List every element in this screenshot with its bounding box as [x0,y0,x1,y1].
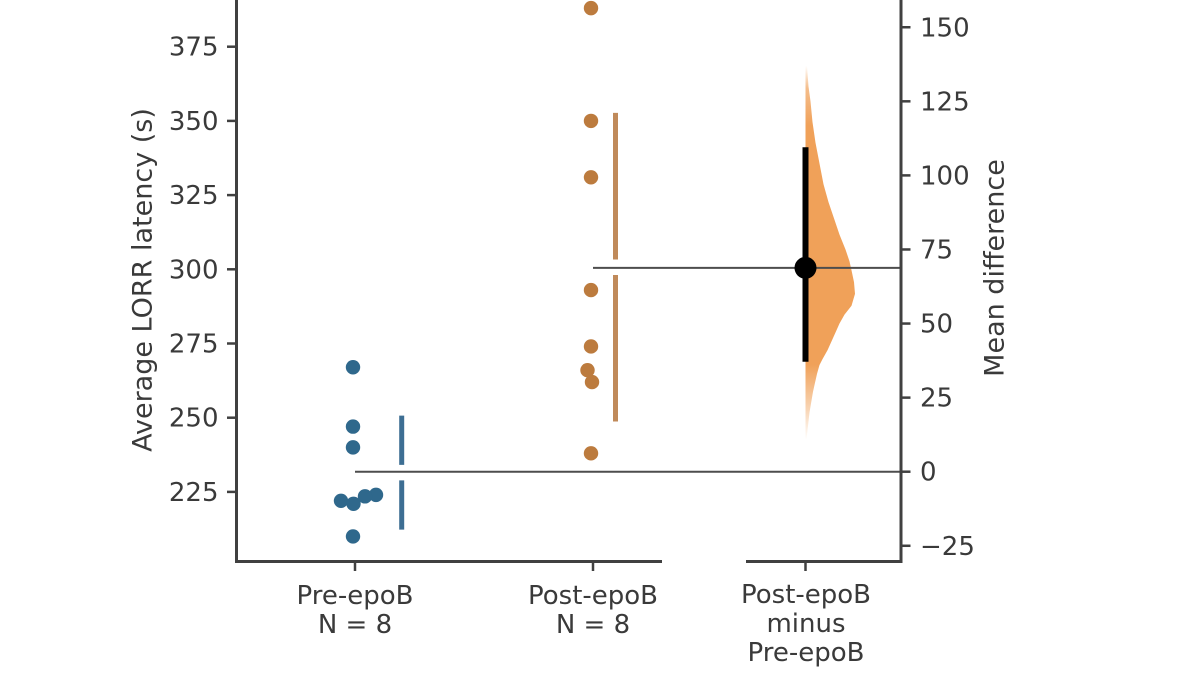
group-n-pre-epob: N = 8 [317,610,393,640]
right-axis-tick-label: 25 [920,384,953,414]
data-point-pre-epob [345,440,361,455]
data-point-post-epob [580,363,595,378]
left-axis-tick-label: 300 [169,255,219,285]
data-point-pre-epob [357,489,373,504]
group-label-pre-epob: Pre-epoB [296,581,414,611]
data-point-post-epob [583,113,599,129]
data-point-pre-epob [346,496,361,511]
difference-label-line3: Pre-epoB [747,638,865,668]
data-point-post-epob [583,446,599,461]
bootstrap-distribution-violin [805,65,855,440]
data-point-post-epob [583,0,599,16]
right-axis-tick-label: 150 [920,13,970,43]
data-point-pre-epob [345,360,361,375]
mean-difference-point [794,256,817,279]
difference-label-line2: minus [766,609,846,639]
right-axis-tick-label: 100 [920,161,970,191]
left-axis-tick-label: 350 [169,107,219,137]
right-axis-tick-label: 50 [920,310,953,340]
group-n-post-epob: N = 8 [555,610,631,640]
right-y-axis-title: Mean difference [979,159,1011,377]
right-axis-tick-label: −25 [920,532,975,562]
data-point-post-epob [583,170,599,185]
data-point-post-epob [584,374,600,390]
right-axis-tick-label: 75 [920,235,953,265]
data-point-pre-epob [345,419,361,434]
right-axis-tick-label: 0 [920,458,937,488]
right-axis-tick-label: 125 [920,87,970,117]
data-point-post-epob [583,282,599,298]
left-axis-tick-label: 250 [169,404,219,434]
group-label-post-epob: Post-epoB [527,581,659,611]
data-point-pre-epob [368,487,384,503]
left-axis-tick-label: 275 [169,330,219,360]
left-axis-tick-label: 325 [169,181,219,211]
left-axis-tick-label: 225 [169,478,219,508]
data-point-post-epob [583,339,599,354]
difference-label-line1: Post-epoB [740,580,872,610]
left-axis-tick-label: 375 [169,33,219,63]
data-point-pre-epob [333,493,349,509]
left-y-axis-title: Average LORR latency (s) [127,108,159,452]
data-point-pre-epob [345,529,361,544]
